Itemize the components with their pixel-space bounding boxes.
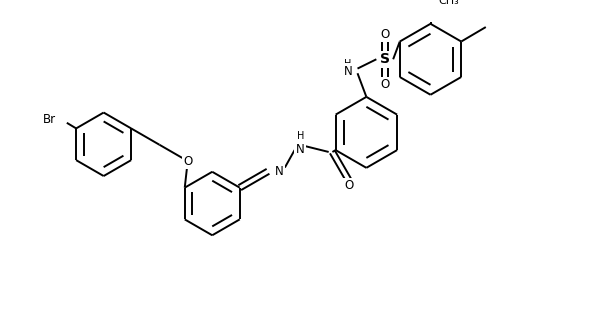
Text: O: O (380, 27, 389, 41)
Text: O: O (380, 78, 389, 91)
Text: S: S (380, 52, 389, 66)
Text: N: N (275, 165, 284, 178)
Text: H: H (345, 59, 352, 69)
Text: N: N (296, 143, 304, 156)
Text: O: O (183, 155, 192, 167)
Text: N: N (344, 65, 353, 78)
Text: H: H (297, 131, 304, 141)
Text: Br: Br (43, 113, 56, 125)
Text: O: O (344, 179, 353, 192)
Text: CH₃: CH₃ (438, 0, 459, 6)
